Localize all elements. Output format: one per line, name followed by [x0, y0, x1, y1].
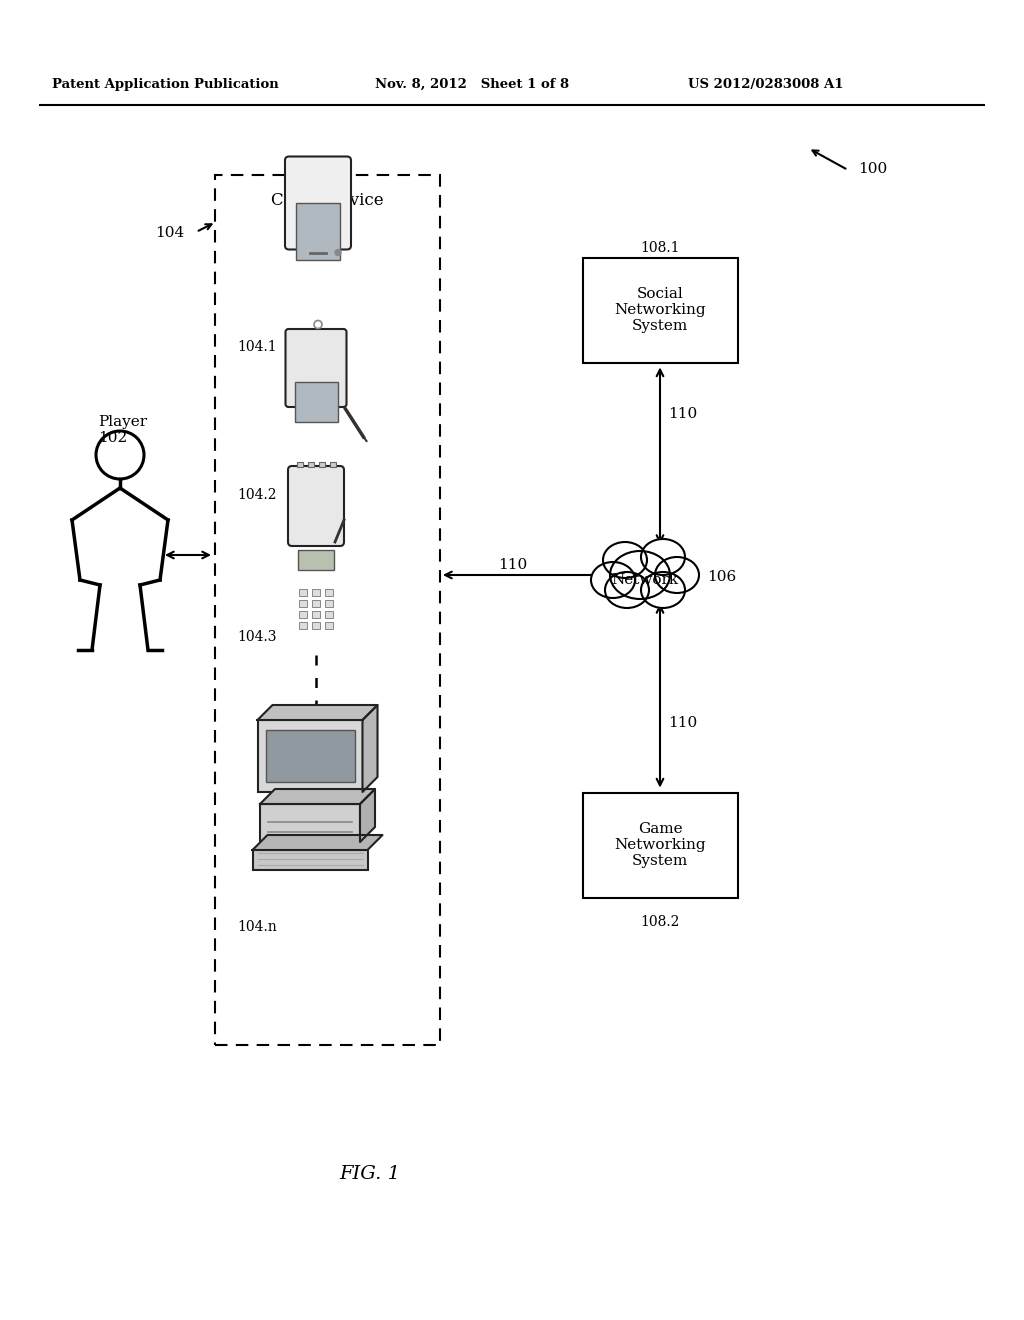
Bar	[312, 622, 319, 630]
Text: US 2012/0283008 A1: US 2012/0283008 A1	[688, 78, 844, 91]
Bar	[297, 462, 303, 467]
Text: Patent Application Publication: Patent Application Publication	[52, 78, 279, 91]
Bar	[215, 176, 440, 1045]
Bar	[583, 257, 737, 363]
Bar	[325, 589, 333, 597]
Text: Game
Networking
System: Game Networking System	[614, 822, 706, 869]
Bar	[296, 202, 340, 260]
Text: 100: 100	[858, 162, 887, 176]
Bar	[312, 601, 319, 607]
Bar	[299, 611, 307, 618]
Text: 104: 104	[155, 226, 184, 240]
Polygon shape	[362, 705, 378, 792]
FancyBboxPatch shape	[288, 466, 344, 546]
Bar	[325, 611, 333, 618]
Bar	[298, 550, 334, 570]
Bar	[299, 601, 307, 607]
Text: 110: 110	[668, 715, 697, 730]
Ellipse shape	[591, 562, 635, 598]
FancyBboxPatch shape	[285, 157, 351, 249]
Polygon shape	[260, 789, 375, 804]
Bar	[312, 611, 319, 618]
Bar	[325, 601, 333, 607]
Text: 108.2: 108.2	[640, 916, 680, 929]
Ellipse shape	[605, 572, 649, 609]
Text: 104.1: 104.1	[237, 341, 276, 354]
Ellipse shape	[603, 543, 647, 578]
Bar	[583, 792, 737, 898]
Ellipse shape	[610, 550, 670, 599]
Bar	[308, 462, 314, 467]
Text: 110: 110	[668, 408, 697, 421]
FancyBboxPatch shape	[286, 329, 346, 407]
Bar	[330, 462, 336, 467]
Text: Client Device: Client Device	[270, 191, 383, 209]
Bar	[299, 589, 307, 597]
Circle shape	[335, 249, 341, 256]
Bar	[253, 850, 368, 870]
Text: Network: Network	[611, 573, 679, 587]
Polygon shape	[257, 705, 378, 719]
Text: 110: 110	[498, 558, 527, 572]
Bar	[312, 589, 319, 597]
Text: FIG. 1: FIG. 1	[340, 1166, 400, 1183]
Ellipse shape	[641, 572, 685, 609]
Polygon shape	[253, 836, 383, 850]
Text: 104.n: 104.n	[237, 920, 276, 935]
Bar	[265, 730, 354, 781]
Bar	[325, 622, 333, 630]
Bar	[319, 462, 325, 467]
Text: Player
102: Player 102	[98, 414, 147, 445]
Text: 106: 106	[707, 570, 736, 583]
Text: 104.2: 104.2	[237, 488, 276, 502]
Bar	[295, 381, 338, 422]
Ellipse shape	[641, 539, 685, 576]
Text: 104.3: 104.3	[237, 630, 276, 644]
Bar	[257, 719, 362, 792]
Ellipse shape	[655, 557, 699, 593]
Text: Social
Networking
System: Social Networking System	[614, 286, 706, 333]
Text: Nov. 8, 2012   Sheet 1 of 8: Nov. 8, 2012 Sheet 1 of 8	[375, 78, 569, 91]
Bar	[260, 804, 360, 842]
Polygon shape	[360, 789, 375, 842]
Bar	[299, 622, 307, 630]
Text: 108.1: 108.1	[640, 242, 680, 256]
